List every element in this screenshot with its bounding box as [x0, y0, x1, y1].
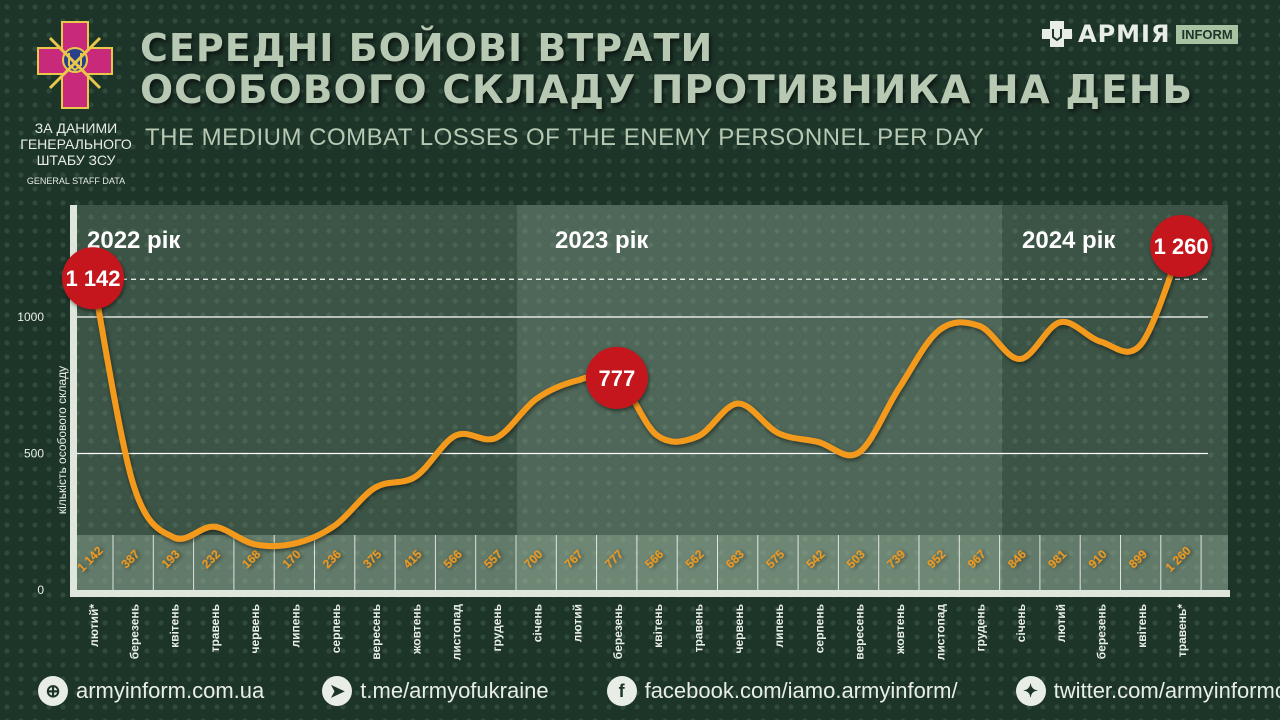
data-point	[292, 541, 297, 546]
footer-site[interactable]: ⊕ armyinform.com.ua	[38, 676, 264, 706]
data-point	[534, 396, 539, 401]
source-line: ГЕНЕРАЛЬНОГО	[20, 136, 132, 152]
data-point	[574, 378, 579, 383]
facebook-icon: f	[606, 676, 637, 706]
highlight-marker	[585, 346, 648, 409]
data-point	[252, 542, 257, 547]
data-point	[816, 440, 821, 445]
data-point	[1138, 342, 1143, 347]
highlight-marker	[1150, 215, 1213, 278]
x-tick-label: січень	[530, 604, 544, 642]
logo-tag: INFORM	[1176, 24, 1238, 44]
footer-twitter-text: twitter.com/armyinformcomua	[1053, 678, 1280, 703]
data-point	[1017, 357, 1022, 362]
x-tick-label: грудень	[974, 604, 988, 651]
x-axis-bar	[70, 590, 1230, 597]
armyinform-logo: АРМІЯ INFORM	[1042, 20, 1238, 48]
globe-icon: ⊕	[38, 676, 68, 706]
x-tick-label: серпень	[812, 604, 826, 653]
y-tick-label: 0	[37, 583, 44, 597]
x-tick-label: березень	[1095, 604, 1109, 659]
data-point	[897, 386, 901, 391]
x-tick-label: листопад	[933, 604, 947, 661]
source-line: ШТАБУ ЗСУ	[36, 152, 116, 168]
source-line: ЗА ДАНИМИ	[34, 120, 118, 136]
year-band-2023	[517, 205, 1002, 590]
x-tick-label: вересень	[369, 604, 383, 660]
highlight-label: 1 142	[65, 266, 120, 291]
x-tick-label: листопад	[450, 604, 464, 661]
data-point	[373, 485, 378, 490]
x-tick-label: квітень	[651, 604, 665, 648]
x-tick-label: серпень	[329, 604, 343, 653]
data-point	[332, 523, 337, 528]
plot-panel	[75, 205, 1228, 590]
footer-site-text: armyinform.com.ua	[76, 678, 265, 703]
year-label: 2023 рік	[555, 227, 649, 254]
data-point	[1058, 320, 1063, 325]
data-point	[494, 435, 498, 440]
x-tick-label: жовтень	[409, 604, 423, 655]
x-tick-label: вересень	[853, 604, 867, 660]
data-point	[171, 535, 176, 540]
source-block: ЗА ДАНИМИ ГЕНЕРАЛЬНОГО ШТАБУ ЗСУ GENERAL…	[20, 120, 132, 186]
data-point	[937, 328, 942, 333]
footer-telegram-text: t.me/armyofukraine	[360, 678, 549, 703]
highlight-label: 1 260	[1154, 234, 1209, 259]
footer-twitter[interactable]: ✦ twitter.com/armyinformcomua	[1015, 676, 1280, 706]
x-tick-label: травень	[208, 604, 222, 652]
x-tick-label: квітень	[1135, 604, 1149, 648]
x-tick-label: січень	[1014, 604, 1028, 642]
data-point	[735, 401, 740, 406]
x-tick-label: березень	[611, 604, 625, 659]
x-tick-label: липень	[772, 604, 786, 648]
title-line-1: СЕРЕДНІ БОЙОВІ ВТРАТИ	[140, 26, 714, 70]
data-point	[695, 434, 700, 439]
data-point	[453, 433, 458, 438]
x-tick-label: лютий	[1054, 604, 1068, 642]
highlight-label: 777	[599, 366, 636, 391]
x-tick-label: лютий*	[87, 604, 101, 647]
subtitle: THE MEDIUM COMBAT LOSSES OF THE ENEMY PE…	[145, 124, 985, 151]
x-tick-label: червень	[248, 604, 262, 654]
title-line-2: ОСОБОВОГО СКЛАДУ ПРОТИВНИКА НА ДЕНЬ	[140, 68, 1194, 113]
x-tick-label: травень	[692, 604, 706, 652]
logo-name: АРМІЯ	[1078, 20, 1171, 48]
footer-telegram[interactable]: ➤ t.me/armyofukraine	[322, 676, 549, 706]
x-tick-label: квітень	[168, 604, 182, 648]
year-label: 2024 рік	[1022, 227, 1116, 254]
x-tick-label: березень	[127, 604, 141, 659]
footer-facebook[interactable]: f facebook.com/iamo.armyinform/	[606, 676, 958, 706]
highlight-marker	[62, 247, 124, 310]
telegram-icon: ➤	[322, 676, 353, 706]
data-point	[776, 431, 781, 436]
x-tick-label: жовтень	[893, 604, 907, 655]
x-tick-label: лютий	[571, 604, 585, 642]
y-tick-label: 500	[24, 447, 44, 461]
x-tick-label: липень	[289, 604, 303, 648]
emblem	[36, 20, 114, 110]
data-point	[856, 450, 861, 455]
logo-icon	[1042, 21, 1072, 47]
data-point	[1098, 339, 1103, 344]
x-tick-label: грудень	[490, 604, 504, 651]
data-point	[655, 433, 660, 438]
data-point	[413, 474, 418, 479]
source-en: GENERAL STAFF DATA	[26, 176, 126, 186]
y-axis-label: кількість особового складу	[55, 366, 69, 514]
twitter-icon: ✦	[1015, 676, 1046, 706]
footer-facebook-text: facebook.com/iamo.armyinform/	[644, 678, 958, 703]
y-axis-bar	[70, 205, 77, 595]
x-tick-label: травень*	[1175, 604, 1189, 657]
y-tick-label: 1000	[17, 310, 44, 324]
data-point	[131, 482, 136, 487]
data-point	[211, 524, 216, 529]
footer: ⊕ armyinform.com.ua ➤ t.me/armyofukraine f…	[38, 676, 1280, 706]
x-tick-label: червень	[732, 604, 746, 654]
data-point	[977, 324, 982, 329]
